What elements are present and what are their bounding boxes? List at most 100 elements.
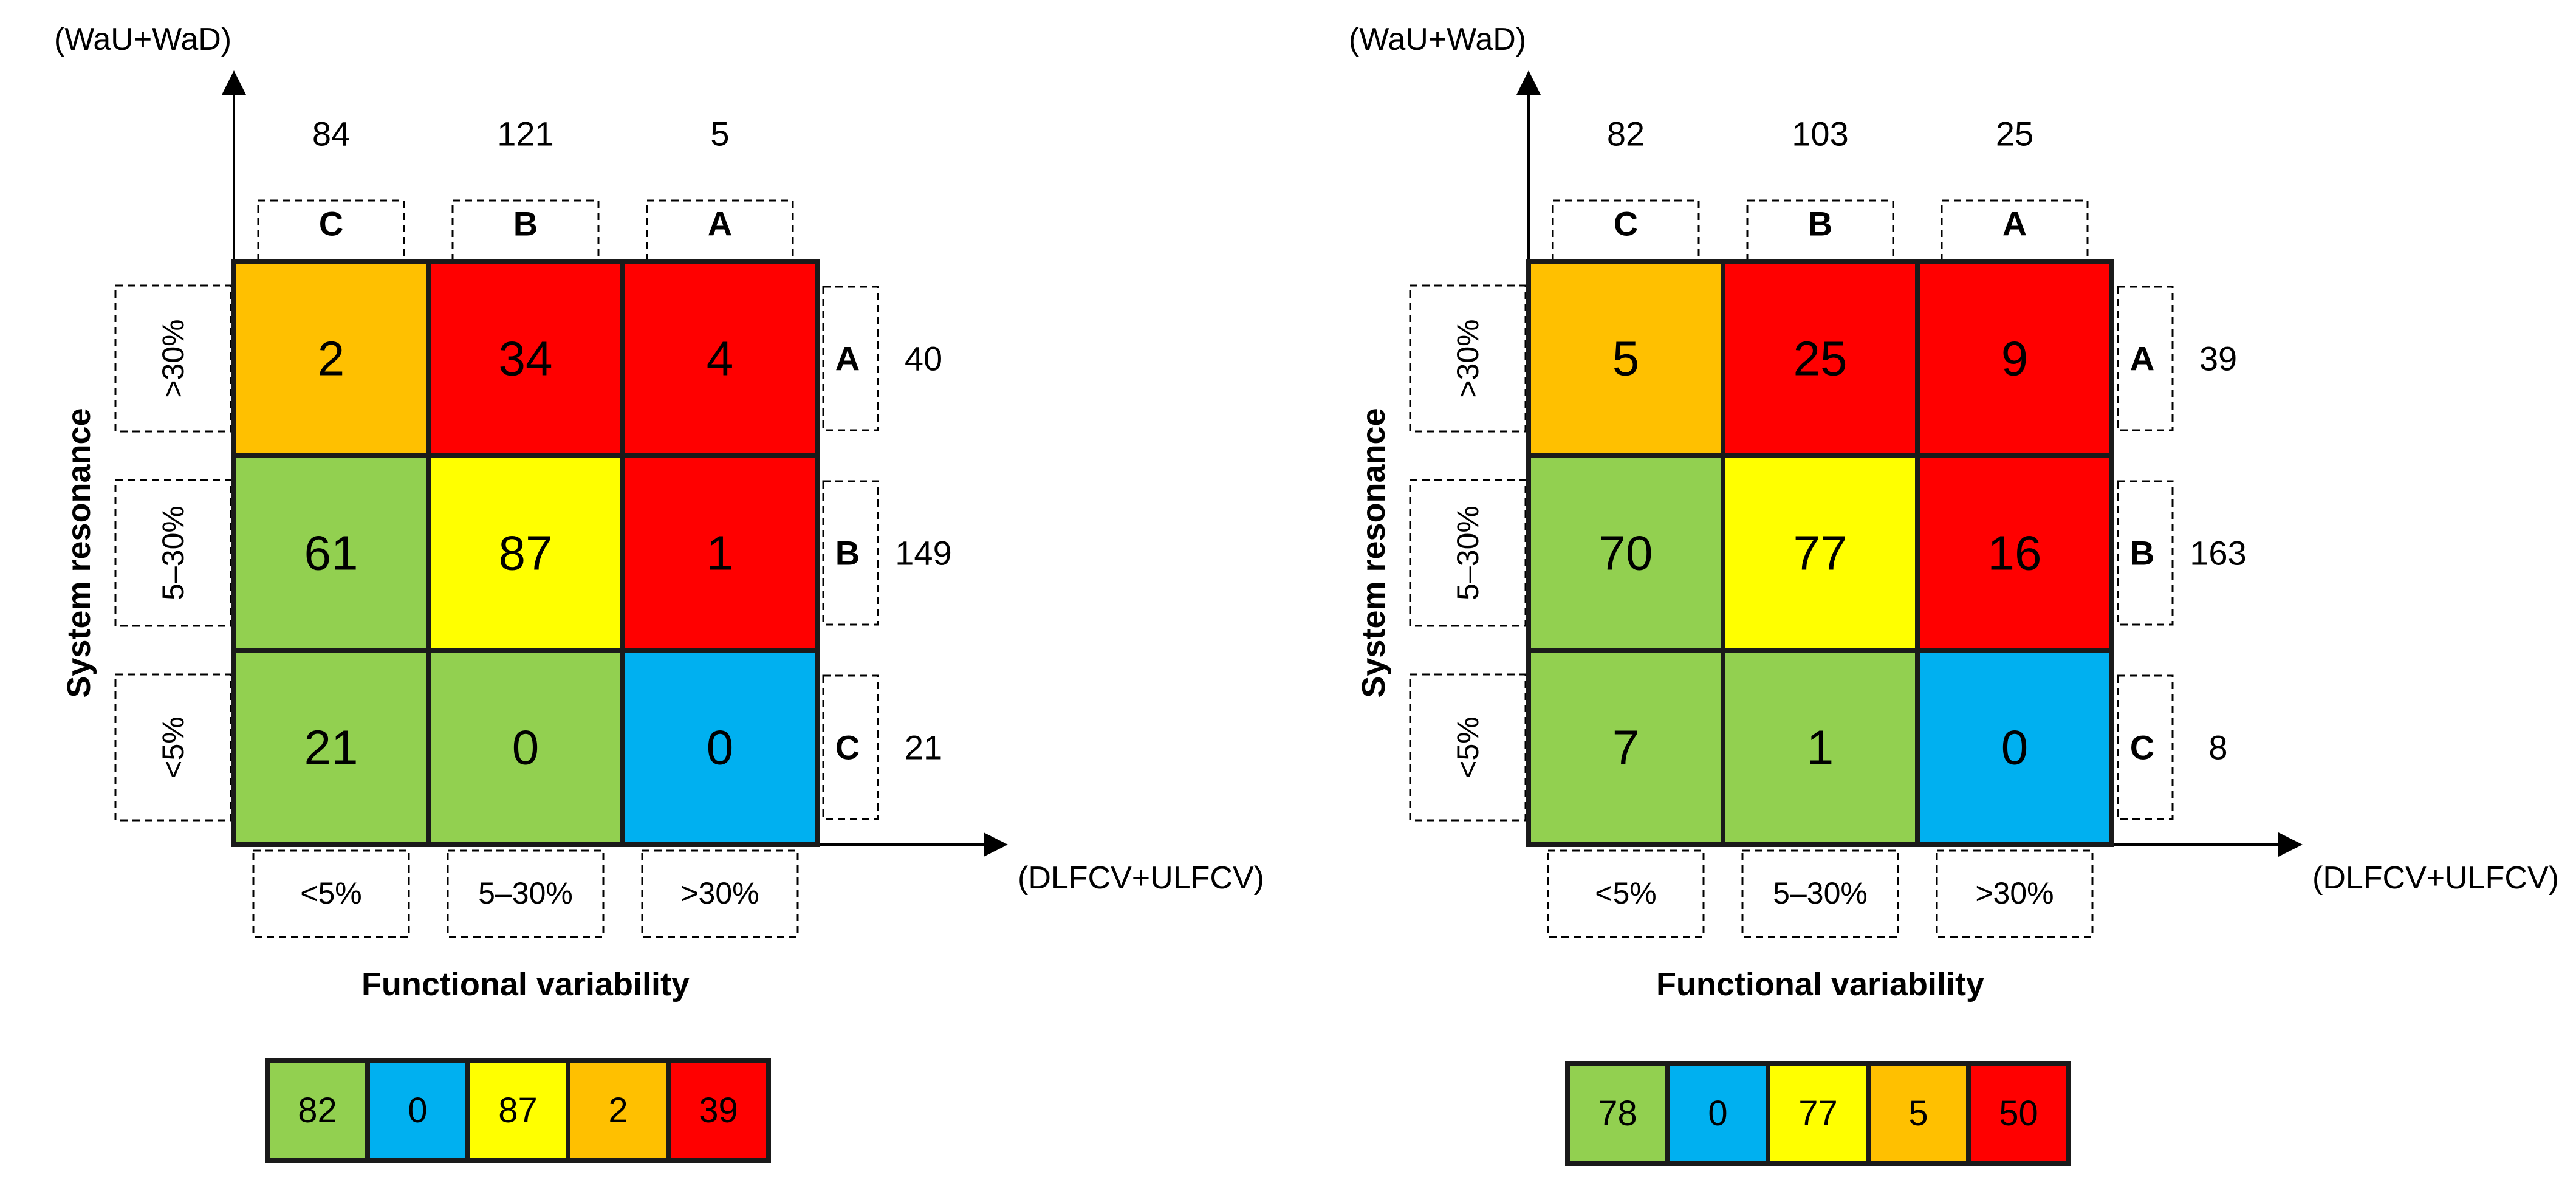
row-range-label: >30% xyxy=(1451,319,1485,397)
matrix-cell xyxy=(620,648,820,847)
matrix-cell-value: 0 xyxy=(2001,721,2029,775)
row-total: 40 xyxy=(905,340,942,378)
x-title: Functional variability xyxy=(1656,966,1984,1003)
y-axis-label: (WaU+WaD) xyxy=(54,22,231,57)
row-range-box xyxy=(114,284,232,433)
row-range-label: 5–30% xyxy=(156,506,190,600)
matrix-cell-value: 25 xyxy=(1793,332,1848,386)
row-class-box xyxy=(2117,286,2174,431)
summary-value: 5 xyxy=(1908,1094,1928,1133)
row-class-label: B xyxy=(835,534,860,572)
matrix-cell-value: 21 xyxy=(304,721,358,775)
matrix-cell xyxy=(1915,648,2114,847)
row-total: 39 xyxy=(2199,340,2237,378)
x-axis-label: (DLFCV+ULFCV) xyxy=(2312,860,2559,896)
col-class-label: B xyxy=(1808,205,1832,243)
col-total: 5 xyxy=(710,115,729,153)
col-class-label: C xyxy=(319,205,343,243)
matrix-cell-value: 5 xyxy=(1612,332,1640,386)
row-class-box xyxy=(822,286,879,431)
col-range-label: 5–30% xyxy=(478,876,573,910)
summary-value: 78 xyxy=(1598,1094,1637,1133)
matrix-cell-value: 7 xyxy=(1612,721,1640,775)
matrix-cell-value: 9 xyxy=(2001,332,2029,386)
row-class-label: A xyxy=(835,340,860,378)
y-axis-label: (WaU+WaD) xyxy=(1349,22,1526,57)
col-range-box xyxy=(252,849,410,938)
summary-value: 2 xyxy=(608,1091,628,1130)
summary-value: 82 xyxy=(298,1091,337,1130)
col-range-box xyxy=(641,849,799,938)
matrix-cell xyxy=(620,453,820,653)
col-class-label: C xyxy=(1614,205,1638,243)
matrix-cell-value: 70 xyxy=(1599,526,1653,580)
matrix-cell-value: 1 xyxy=(707,526,734,580)
matrix-cell-value: 16 xyxy=(1988,526,2042,580)
row-class-box xyxy=(2117,480,2174,626)
row-total: 8 xyxy=(2208,729,2227,767)
summary-frame xyxy=(1565,1061,2071,1166)
matrix-cell-value: 77 xyxy=(1793,526,1848,580)
row-class-label: C xyxy=(2130,729,2154,767)
resonance-matrix-2: (WaU+WaD) (DLFCV+ULFCV) 82 C <5% 103 B 5–30% 25 A… xyxy=(1349,22,2559,1166)
row-range-box xyxy=(114,479,232,627)
col-class-label: A xyxy=(2002,205,2027,243)
summary-frame xyxy=(265,1058,771,1163)
y-title: System resonance xyxy=(1355,408,1392,698)
col-class-label: A xyxy=(708,205,732,243)
matrix-cell xyxy=(1526,259,1725,458)
summary-value: 77 xyxy=(1798,1094,1838,1133)
col-total: 84 xyxy=(312,115,350,153)
summary-cell xyxy=(566,1058,671,1163)
matrix-cell xyxy=(1915,453,2114,653)
row-total: 21 xyxy=(905,729,942,767)
col-class-label: B xyxy=(513,205,538,243)
col-range-box xyxy=(1741,849,1899,938)
col-total: 25 xyxy=(1996,115,2033,153)
col-total: 103 xyxy=(1792,115,1848,153)
row-class-label: A xyxy=(2130,340,2154,378)
matrix-cell-value: 1 xyxy=(1807,721,1834,775)
row-range-label: <5% xyxy=(156,716,190,778)
matrix-cell xyxy=(1526,648,1725,847)
col-range-label: >30% xyxy=(1975,876,2054,910)
x-title: Functional variability xyxy=(361,966,690,1003)
row-range-label: >30% xyxy=(156,319,190,397)
row-range-label: 5–30% xyxy=(1451,506,1485,600)
row-range-box xyxy=(1409,284,1527,433)
row-range-label: <5% xyxy=(1451,716,1485,778)
y-title: System resonance xyxy=(61,408,97,698)
matrix-cell xyxy=(426,453,625,653)
row-range-box xyxy=(1409,673,1527,822)
col-range-box xyxy=(1936,849,2094,938)
matrix-cell xyxy=(1721,453,1920,653)
matrix-cell-value: 0 xyxy=(707,721,734,775)
row-class-label: C xyxy=(835,729,860,767)
col-total: 82 xyxy=(1607,115,1645,153)
col-range-label: <5% xyxy=(1595,876,1656,910)
row-class-box xyxy=(2117,674,2174,820)
resonance-matrix-1: (WaU+WaD)(DLFCV+ULFCV)84C<5%121B5–30%5A>… xyxy=(54,22,1264,1163)
matrix-cell-value: 4 xyxy=(707,332,734,386)
row-total: 149 xyxy=(895,534,951,572)
matrix-cell-value: 87 xyxy=(499,526,553,580)
row-range-box xyxy=(114,673,232,822)
col-range-label: <5% xyxy=(300,876,361,910)
summary-value: 0 xyxy=(408,1091,427,1130)
col-range-label: >30% xyxy=(680,876,759,910)
summary-value: 87 xyxy=(498,1091,538,1130)
matrix-cell-value: 0 xyxy=(512,721,540,775)
matrix-frame xyxy=(1526,259,2114,847)
matrix-cell-value: 61 xyxy=(304,526,358,580)
matrix-cell-value: 2 xyxy=(318,332,345,386)
row-class-box xyxy=(822,480,879,626)
row-range-box xyxy=(1409,479,1527,627)
summary-value: 0 xyxy=(1708,1094,1727,1133)
col-range-box xyxy=(1547,849,1705,938)
row-total: 163 xyxy=(2190,534,2246,572)
summary-value: 50 xyxy=(1999,1094,2038,1133)
col-range-label: 5–30% xyxy=(1773,876,1868,910)
col-range-box xyxy=(447,849,605,938)
matrix-cell-value: 34 xyxy=(499,332,553,386)
